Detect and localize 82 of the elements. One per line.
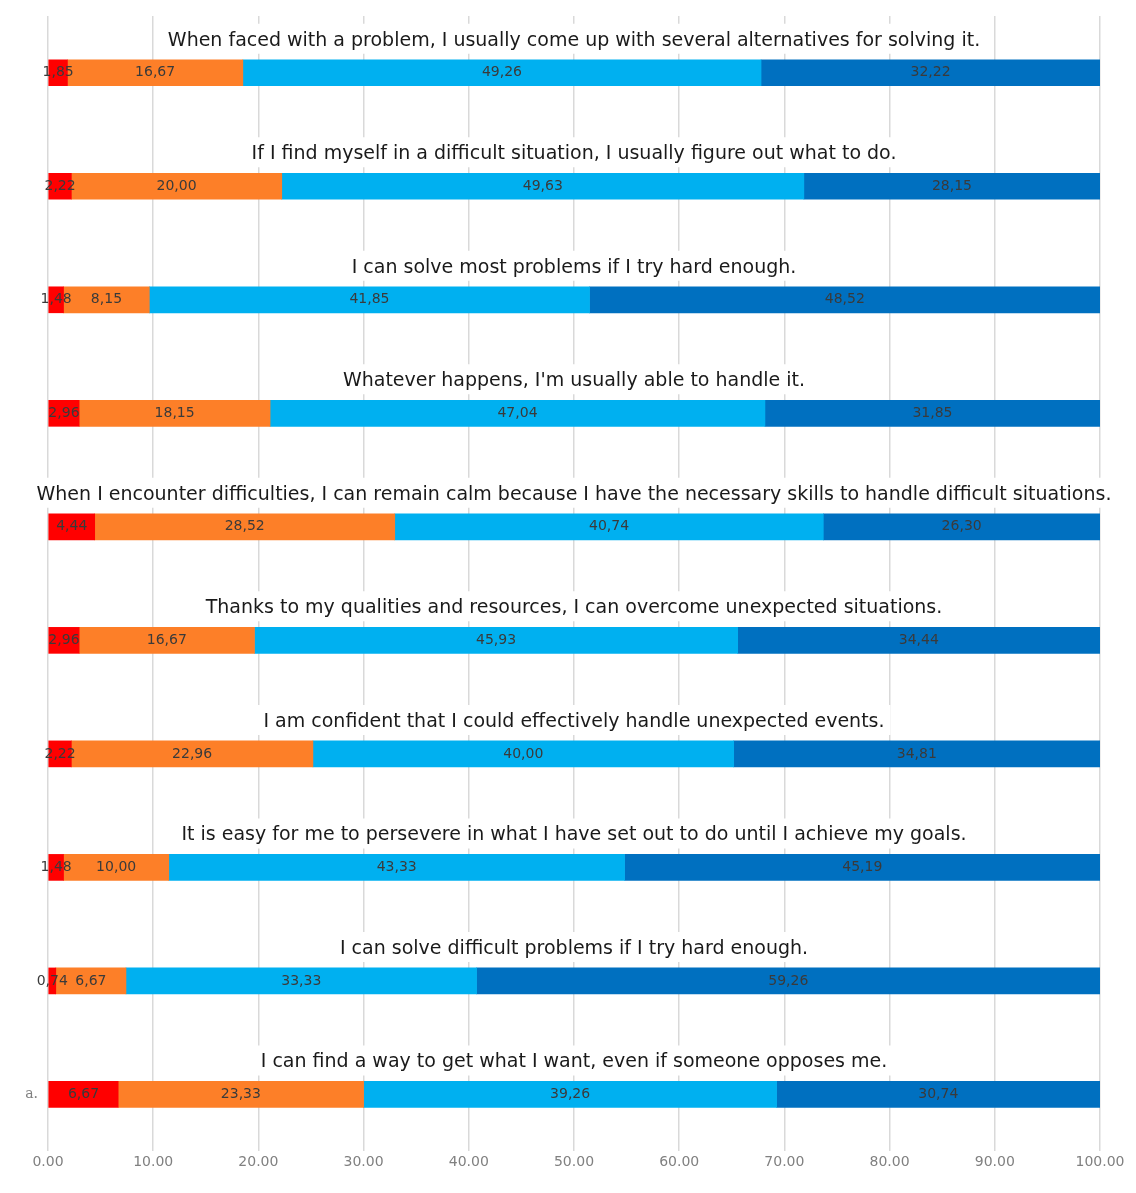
- data-label: 16,67: [135, 63, 176, 80]
- y-tick-label: If I find myself in a difficult situation, I usually figure out what to do.: [251, 141, 897, 164]
- data-label: 41,85: [349, 290, 390, 307]
- data-label: 8,15: [90, 290, 123, 307]
- bar: [94, 513, 396, 541]
- data-label: 59,26: [768, 971, 809, 988]
- bar: [242, 59, 762, 87]
- bar: [281, 172, 805, 200]
- y-tick-label: It is easy for me to persevere in what I have set out to do until I achieve my goals.: [181, 822, 967, 845]
- data-label: 23,33: [220, 1085, 261, 1102]
- bar: [269, 399, 766, 427]
- y-tick-label: When faced with a problem, I usually come up with several alternatives for solving it.: [167, 27, 981, 50]
- bar: [822, 513, 1100, 541]
- data-label: 31,85: [912, 403, 953, 420]
- bar: [476, 967, 1100, 995]
- data-label: 49,63: [522, 176, 563, 193]
- x-tick-label: 70.00: [764, 1153, 805, 1170]
- y-tick-label: I can solve difficult problems if I try hard enough.: [339, 935, 809, 958]
- data-label: 49,26: [481, 63, 523, 80]
- data-label: 47,04: [497, 403, 538, 420]
- bar: [776, 1081, 1100, 1108]
- data-label: 28,52: [224, 517, 265, 534]
- bar: [733, 740, 1100, 768]
- bar: [737, 627, 1100, 654]
- data-label: 45,93: [476, 631, 517, 647]
- data-label: 34,81: [896, 744, 937, 761]
- bar: [48, 1081, 119, 1108]
- data-label: 26,30: [941, 517, 982, 534]
- y-tick-label: Thanks to my qualities and resources, I can overcome unexpected situations.: [204, 595, 943, 618]
- data-label: 40,00: [503, 744, 544, 761]
- data-label: 40,74: [588, 517, 630, 534]
- y-tick-label: I can solve most problems if I try hard enough.: [351, 254, 797, 277]
- bar: [624, 854, 1100, 881]
- y-tick-label: I am confident that I could effectively handle unexpected events.: [263, 708, 885, 731]
- data-label: 34,44: [898, 631, 939, 647]
- bar: [803, 172, 1100, 200]
- bar: [312, 740, 735, 768]
- text: a.: [25, 1085, 38, 1102]
- data-label: 48,52: [824, 290, 865, 307]
- data-label: 45,19: [842, 858, 883, 875]
- x-tick-label: 80.00: [869, 1153, 910, 1170]
- x-tick-label: 50.00: [553, 1153, 595, 1170]
- data-label: 10,00: [96, 858, 137, 875]
- data-label: 39,26: [550, 1085, 591, 1102]
- bar: [363, 1081, 777, 1108]
- data-label: 28,15: [931, 176, 972, 193]
- bar: [78, 399, 271, 427]
- bar: [760, 59, 1100, 87]
- bar: [168, 854, 625, 881]
- bar: [394, 513, 824, 541]
- x-tick-label: 90.00: [974, 1153, 1015, 1170]
- data-label: 22,96: [172, 744, 213, 761]
- x-tick-label: 100.00: [1075, 1153, 1125, 1170]
- x-tick-label: 30.00: [343, 1153, 384, 1170]
- x-tick-label: 40.00: [448, 1153, 489, 1170]
- bar: [589, 286, 1100, 314]
- data-label: 4,44: [56, 517, 88, 534]
- x-tick-label: 60.00: [659, 1153, 700, 1170]
- bar: [125, 967, 477, 995]
- x-tick-label: 0.00: [32, 1153, 64, 1170]
- data-label: 0,74: [36, 971, 68, 988]
- data-label: 33,33: [281, 971, 322, 988]
- x-tick-label: 10.00: [133, 1153, 174, 1170]
- data-label: 2,96: [48, 631, 80, 647]
- data-label: 20,00: [156, 176, 197, 193]
- y-tick-label: I can find a way to get what I want, even if someone opposes me.: [260, 1049, 888, 1072]
- data-label: 16,67: [146, 631, 187, 647]
- y-tick-label: Whatever happens, I'm usually able to handle it.: [342, 368, 806, 391]
- x-tick-label: 20.00: [238, 1153, 279, 1170]
- y-tick-label: When I encounter difficulties, I can remain calm because I have the necessary skills to handle difficult situations.: [36, 481, 1112, 504]
- bar: [117, 1081, 364, 1108]
- data-label: 2,96: [48, 403, 80, 420]
- bar: [78, 627, 255, 654]
- bar: [148, 286, 590, 314]
- data-label: 32,22: [910, 63, 951, 80]
- data-label: 43,33: [376, 858, 417, 875]
- data-label: 6,67: [75, 971, 107, 988]
- data-label: 30,74: [918, 1085, 959, 1102]
- data-label: 6,67: [67, 1085, 100, 1102]
- bar: [764, 399, 1100, 427]
- bar: [254, 627, 739, 654]
- data-label: 18,15: [154, 403, 195, 420]
